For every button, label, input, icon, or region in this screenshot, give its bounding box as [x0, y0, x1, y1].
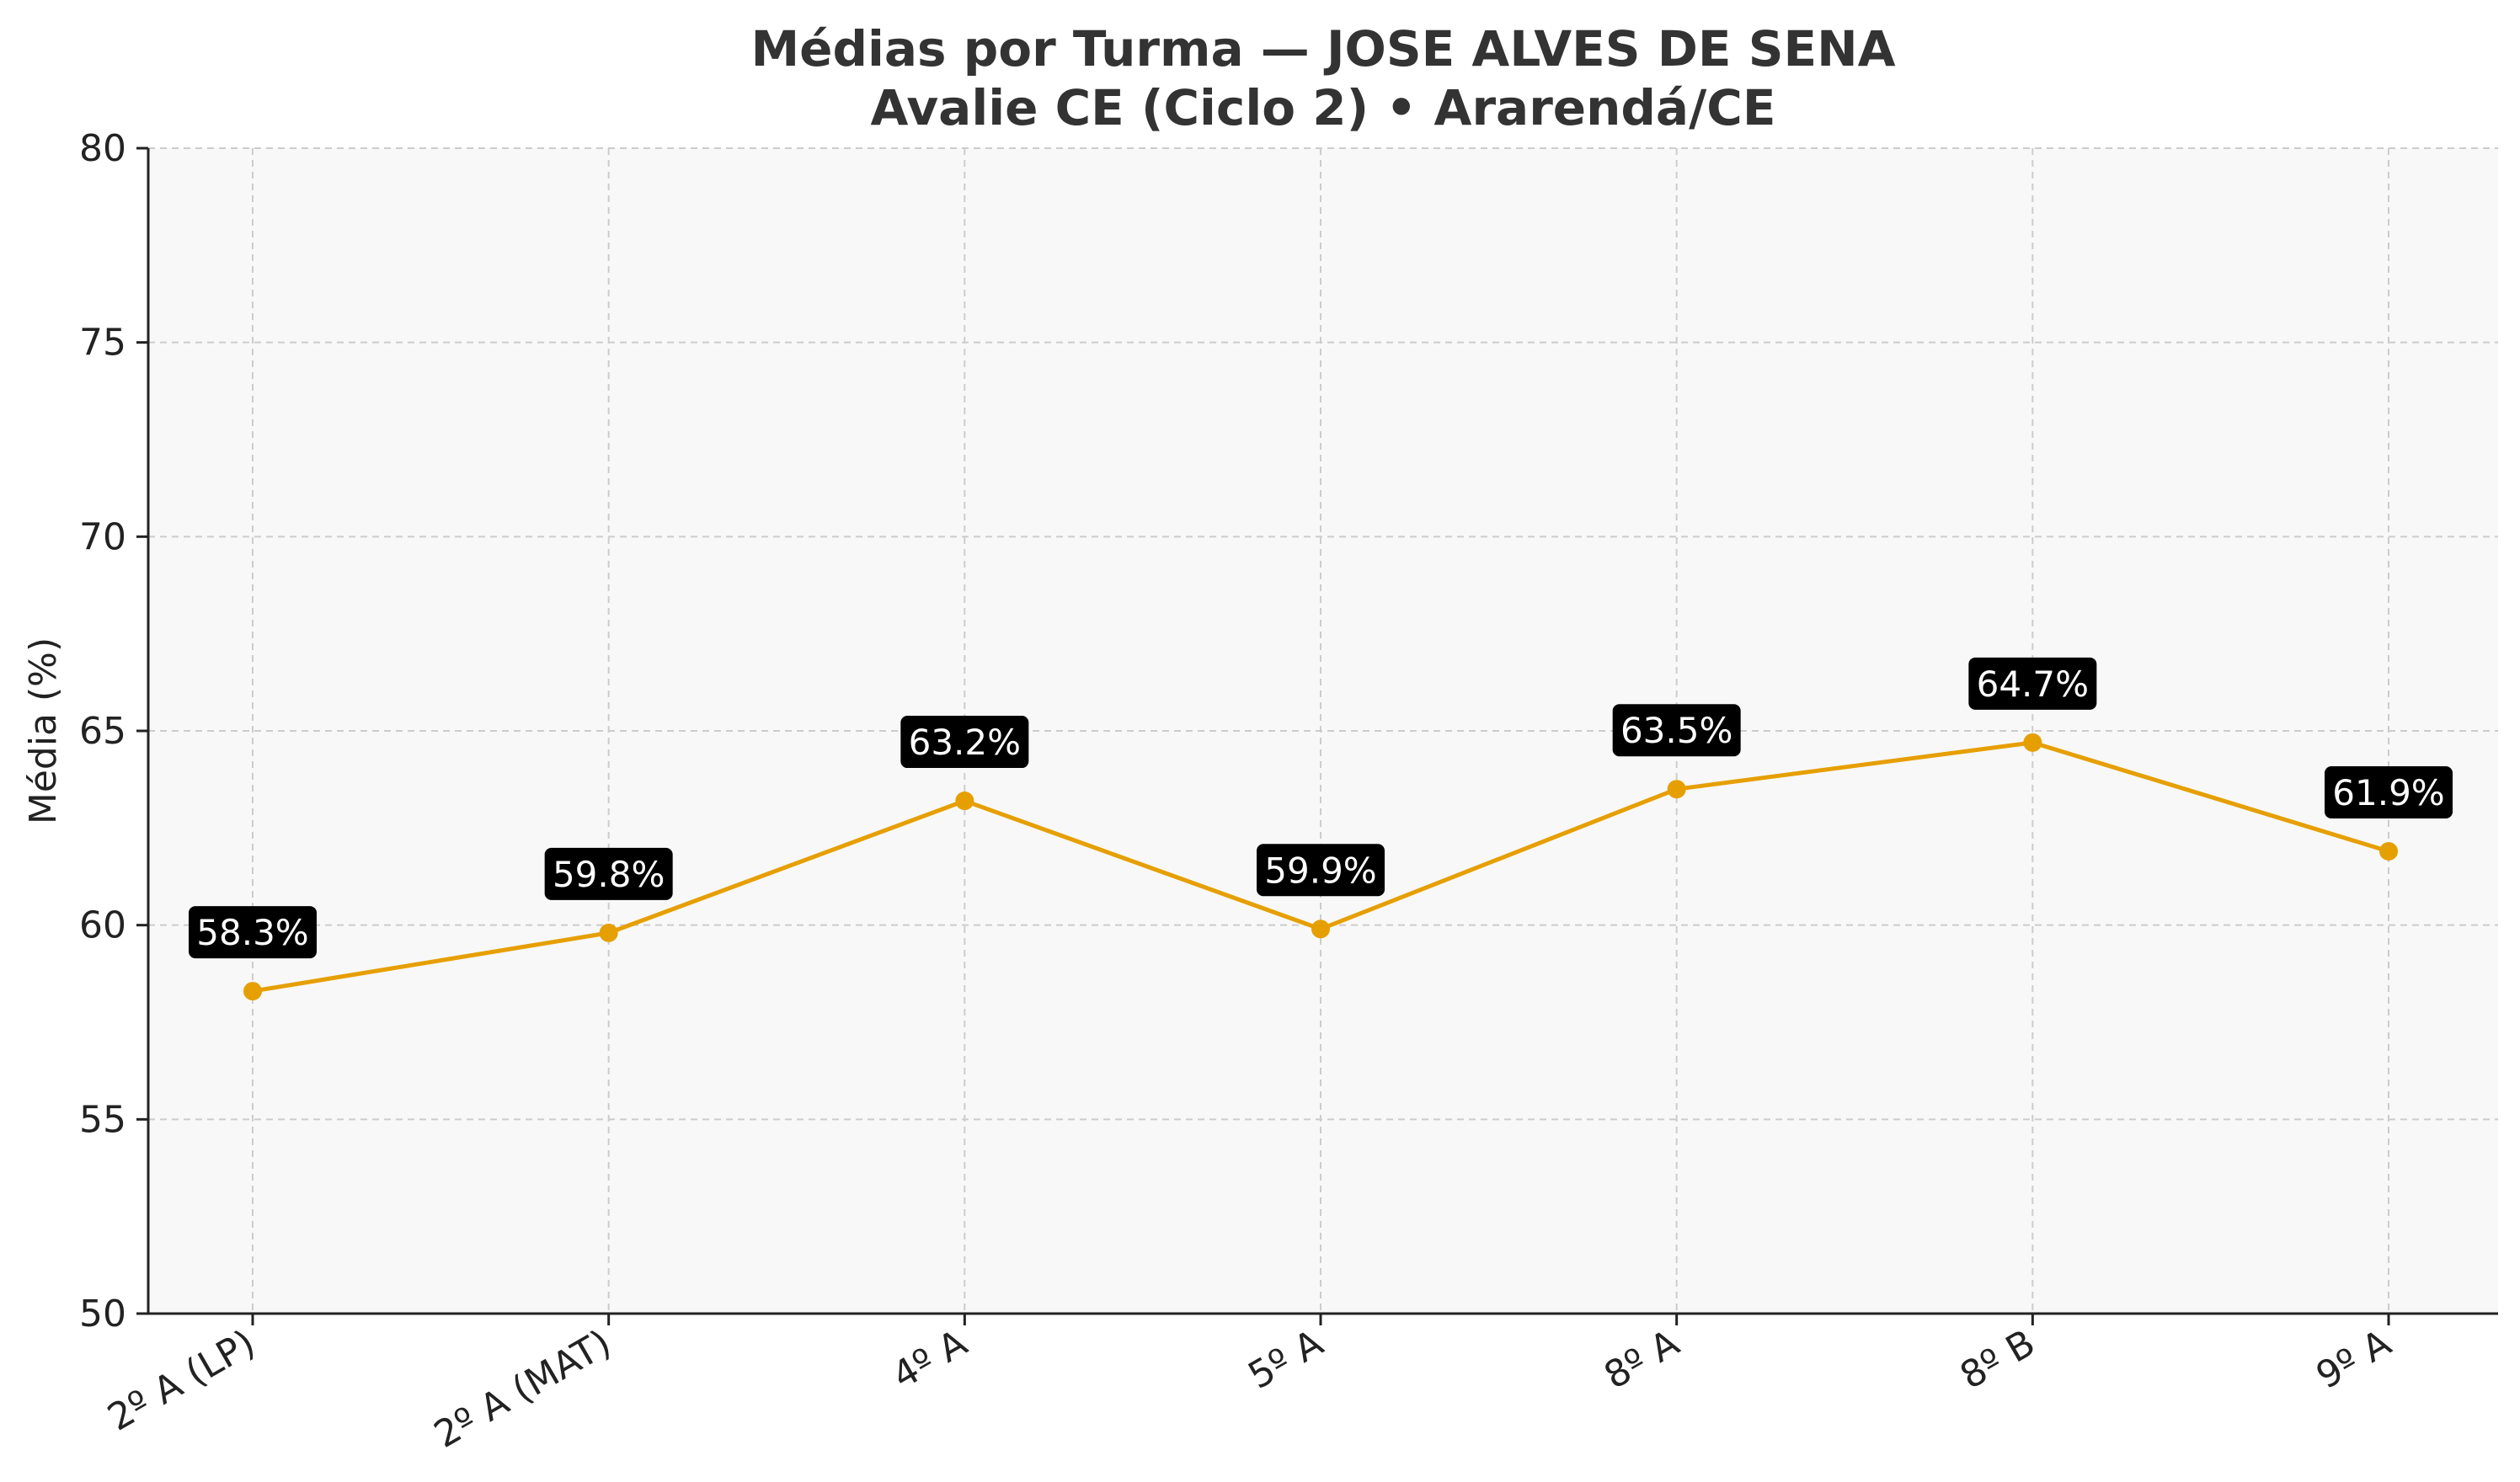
data-label: 61.9%	[2325, 766, 2453, 819]
data-label-box	[2325, 766, 2453, 819]
chart-subtitle: Avalie CE (Ciclo 2) • Ararendá/CE	[871, 79, 1776, 136]
x-tick-label: 5º A	[1241, 1321, 1331, 1398]
grid	[148, 147, 2498, 1314]
y-ticks: 50 55 60 65 70 75 80	[79, 127, 148, 1335]
y-tick-label: 75	[79, 322, 126, 365]
data-label-text: 59.9%	[1264, 850, 1376, 891]
data-label-box	[544, 847, 673, 900]
y-tick-label: 65	[79, 710, 126, 753]
data-point	[599, 923, 618, 942]
data-label: 63.5%	[1612, 704, 1741, 757]
data-label-box	[1968, 657, 2097, 710]
x-tick-label: 9º A	[2309, 1321, 2399, 1398]
data-label-text: 64.7%	[1977, 664, 2089, 705]
y-axis-label: Média (%)	[22, 637, 65, 824]
data-label: 63.2%	[900, 716, 1029, 769]
data-label-text: 59.8%	[553, 854, 665, 895]
x-tick-label: 8º A	[1597, 1321, 1686, 1398]
x-tick-label: 2º A (MAT)	[427, 1321, 618, 1456]
chart-title: Médias por Turma — JOSE ALVES DE SENA	[750, 20, 1895, 77]
data-label: 59.9%	[1257, 844, 1385, 897]
data-point	[2379, 842, 2398, 861]
data-point	[955, 792, 974, 811]
data-label-box	[1612, 704, 1741, 757]
y-tick-label: 60	[79, 904, 126, 947]
series	[243, 733, 2398, 1001]
data-label: 59.8%	[544, 847, 673, 900]
data-label-box	[189, 906, 317, 959]
data-label-text: 61.9%	[2332, 772, 2444, 813]
data-label: 64.7%	[1968, 657, 2097, 710]
y-tick-label: 50	[79, 1293, 126, 1335]
x-tick-label: 4º A	[885, 1321, 974, 1398]
data-point	[1667, 780, 1686, 799]
data-point	[2023, 733, 2042, 752]
data-point	[243, 982, 262, 1001]
y-tick-label: 70	[79, 515, 126, 558]
x-ticks: 2º A (LP) 2º A (MAT) 4º A 5º A 8º A 8º B 9º A	[101, 1314, 2399, 1457]
x-tick-label: 2º A (LP)	[101, 1321, 263, 1439]
x-tick-label: 8º B	[1953, 1321, 2042, 1398]
data-label: 58.3%	[189, 906, 317, 959]
y-tick-label: 80	[79, 127, 126, 170]
data-point	[1311, 920, 1330, 939]
data-labels: 58.3% 59.8% 63.2% 59.9% 63.5% 64.7% 61.9%	[189, 657, 2453, 959]
data-label-text: 63.5%	[1620, 710, 1732, 751]
data-label-box	[900, 716, 1029, 769]
data-label-text: 63.2%	[909, 722, 1021, 763]
y-tick-label: 55	[79, 1098, 126, 1141]
data-label-text: 58.3%	[196, 912, 308, 953]
data-label-box	[1257, 844, 1385, 897]
